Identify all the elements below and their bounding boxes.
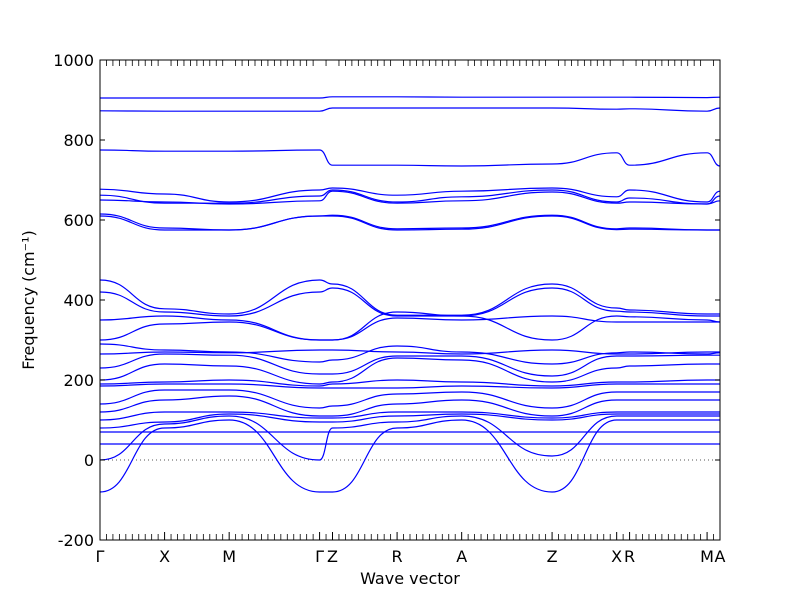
- y-tick-label: 400: [63, 291, 94, 310]
- y-tick-label: 1000: [53, 51, 94, 70]
- x-tick-label: M: [700, 547, 714, 566]
- phonon-band-line: [100, 415, 720, 461]
- phonon-band-line: [100, 353, 720, 377]
- x-tick-label: X: [611, 547, 622, 566]
- phonon-band-line: [100, 287, 720, 317]
- phonon-band-line: [100, 187, 720, 203]
- x-tick-label: X: [159, 547, 170, 566]
- x-tick-label: Γ: [96, 547, 105, 566]
- phonon-band-line: [100, 379, 720, 387]
- y-tick-label: -200: [58, 531, 94, 550]
- x-tick-label: R: [624, 547, 635, 566]
- x-tick-label: Z: [327, 547, 338, 566]
- phonon-band-line: [100, 395, 720, 417]
- y-axis-ticks: -200 0 200 400 600 800 1000: [53, 51, 720, 550]
- x-tick-label: A: [715, 547, 726, 566]
- phonon-band-line: [100, 419, 720, 493]
- phonon-band-line: [100, 149, 720, 167]
- phonon-band-line: [100, 357, 720, 385]
- phonon-band-line: [100, 315, 720, 341]
- phonon-band-line: [100, 413, 720, 429]
- x-tick-label: Γ: [315, 547, 324, 566]
- y-tick-label: 200: [63, 371, 94, 390]
- phonon-band-line: [100, 189, 720, 205]
- phonon-band-line: [100, 343, 720, 365]
- x-tick-label: A: [456, 547, 467, 566]
- phonon-band-line: [100, 96, 720, 99]
- x-tick-label: M: [222, 547, 236, 566]
- phonon-band-line: [100, 411, 720, 421]
- series-lines: [100, 96, 720, 493]
- phonon-band-line: [100, 383, 720, 389]
- y-tick-label: 600: [63, 211, 94, 230]
- phonon-band-line: [100, 349, 720, 355]
- y-tick-label: 0: [84, 451, 94, 470]
- y-axis-label: Frequency (cm⁻¹): [19, 230, 38, 369]
- x-tick-label: R: [392, 547, 403, 566]
- phonon-band-line: [100, 311, 720, 341]
- x-tick-label: Z: [547, 547, 558, 566]
- phonon-band-line: [100, 107, 720, 112]
- phonon-band-line: [100, 215, 720, 231]
- y-tick-label: 800: [63, 131, 94, 150]
- phonon-band-line: [100, 389, 720, 409]
- x-axis-label: Wave vector: [360, 569, 460, 588]
- phonon-band-line: [100, 190, 720, 205]
- phonon-band-line: [100, 279, 720, 316]
